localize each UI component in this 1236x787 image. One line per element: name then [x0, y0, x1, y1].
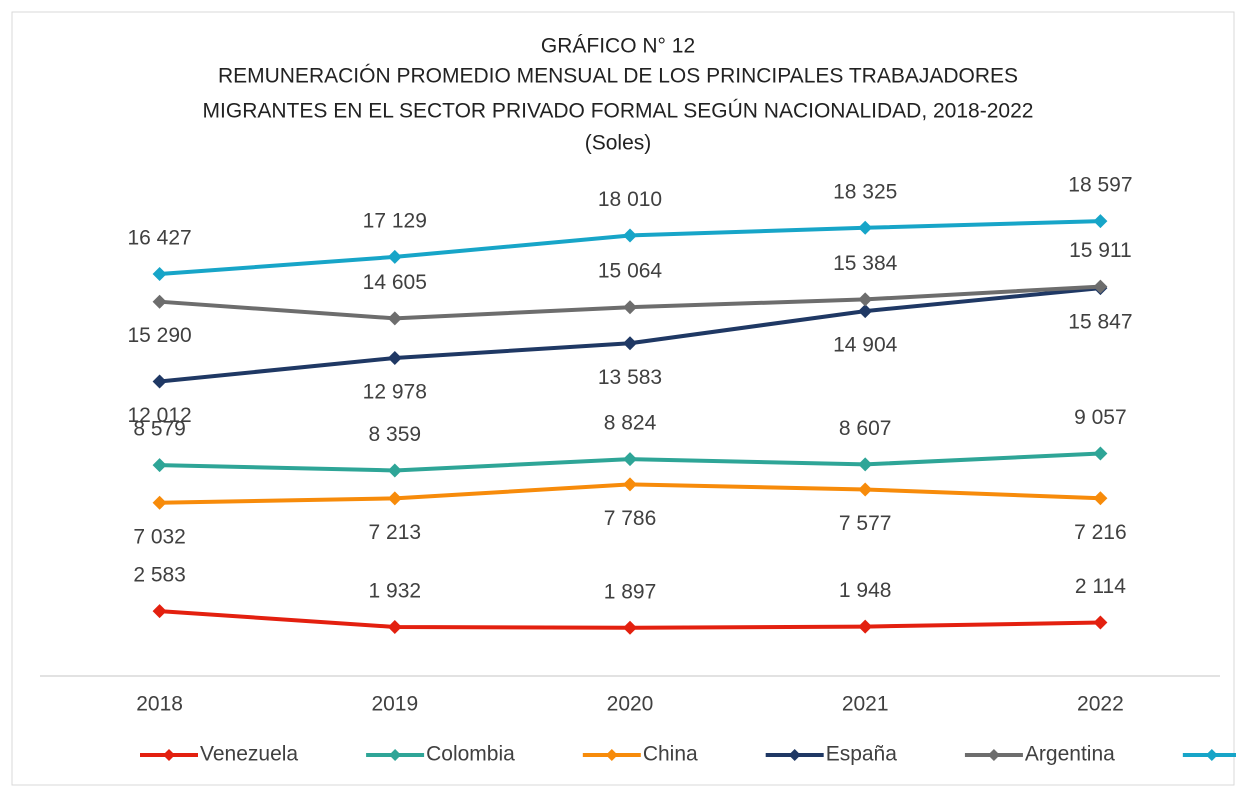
data-label: 2 114 [1075, 575, 1126, 598]
point-marker [1093, 214, 1108, 229]
point-marker [858, 619, 873, 634]
point-marker [623, 452, 637, 467]
point-marker [152, 294, 167, 309]
point-marker [152, 458, 167, 473]
point-marker [623, 336, 637, 351]
legend-swatch [389, 749, 402, 761]
point-marker [858, 304, 873, 319]
data-label: 7 213 [369, 521, 422, 544]
chart-title: GRÁFICO N° 12 [541, 35, 695, 58]
data-label: 15 911 [1069, 239, 1132, 262]
data-label: 1 897 [604, 580, 657, 603]
point-marker [623, 477, 637, 492]
data-label: 8 824 [604, 412, 657, 435]
data-label: 1 932 [369, 580, 422, 603]
legend-swatch [1205, 749, 1218, 761]
data-label: 17 129 [363, 209, 427, 232]
legend-swatch [163, 749, 175, 761]
point-marker [1093, 491, 1108, 506]
x-tick-label: 2021 [842, 693, 889, 716]
x-tick-label: 2019 [371, 693, 418, 716]
point-marker [858, 457, 873, 472]
data-label: 12 012 [127, 404, 191, 427]
legend-swatch [605, 749, 618, 761]
data-label: 14 605 [363, 271, 427, 294]
point-marker [387, 350, 402, 365]
x-tick-label: 2018 [136, 693, 183, 716]
point-marker [387, 463, 402, 478]
point-marker [1093, 279, 1108, 294]
point-marker [152, 374, 167, 389]
data-label: 2 583 [133, 564, 186, 587]
data-label: 18 010 [598, 188, 662, 211]
legend-label: China [643, 743, 698, 766]
point-marker [858, 292, 873, 307]
data-label: 14 904 [833, 334, 898, 357]
point-marker [387, 619, 402, 634]
chart-subtitle: (Soles) [585, 132, 652, 155]
data-label: 15 290 [127, 324, 191, 347]
point-marker [858, 482, 873, 497]
data-label: 8 579 [133, 418, 186, 441]
data-label: 16 427 [127, 227, 191, 250]
data-label: 18 325 [833, 180, 897, 203]
point-marker [387, 491, 402, 506]
data-label: 7 786 [604, 507, 657, 530]
data-label: 15 384 [833, 252, 898, 275]
data-label: 18 597 [1068, 174, 1132, 197]
legend-label: Colombia [426, 743, 515, 766]
data-label: 8 359 [369, 423, 422, 446]
legend-label: España [826, 743, 898, 766]
point-marker [623, 228, 637, 243]
data-label: 1 948 [839, 579, 892, 602]
chart-subtitle: REMUNERACIÓN PROMEDIO MENSUAL DE LOS PRI… [218, 65, 1018, 88]
legend-swatch [987, 749, 1000, 761]
data-label: 15 064 [598, 260, 663, 283]
x-tick-label: 2020 [607, 693, 654, 716]
data-label: 12 978 [363, 381, 427, 404]
point-marker [1093, 446, 1108, 461]
point-marker [1093, 615, 1108, 630]
point-marker [387, 249, 402, 264]
legend-label: Venezuela [200, 743, 298, 766]
chart-border [11, 11, 1235, 786]
point-marker [858, 220, 873, 235]
point-marker [152, 267, 167, 282]
point-marker [152, 604, 167, 619]
data-label: 13 583 [598, 366, 662, 389]
legend-swatch [788, 749, 801, 761]
data-label: 7 577 [839, 512, 892, 535]
data-label: 7 032 [133, 525, 186, 548]
point-marker [623, 300, 637, 315]
point-marker [152, 495, 167, 510]
legend-label: Argentina [1025, 743, 1115, 766]
chart-subtitle: MIGRANTES EN EL SECTOR PRIVADO FORMAL SE… [203, 100, 1034, 123]
data-label: 8 607 [839, 417, 892, 440]
data-label: 7 216 [1074, 521, 1127, 544]
x-tick-label: 2022 [1077, 693, 1124, 716]
data-label: 15 847 [1068, 311, 1132, 334]
point-marker [623, 620, 637, 635]
data-label: 9 057 [1074, 406, 1127, 429]
point-marker [387, 311, 402, 326]
